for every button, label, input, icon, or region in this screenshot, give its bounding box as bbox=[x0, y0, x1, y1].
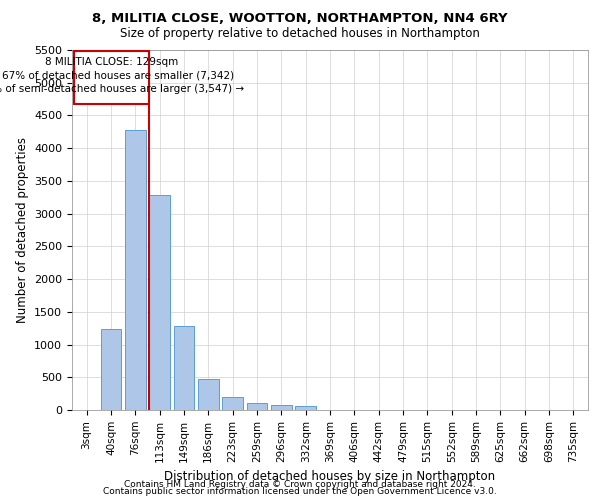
Bar bbox=[247, 404, 268, 410]
Bar bbox=[198, 378, 218, 410]
Bar bbox=[125, 130, 146, 410]
Text: 8, MILITIA CLOSE, WOOTTON, NORTHAMPTON, NN4 6RY: 8, MILITIA CLOSE, WOOTTON, NORTHAMPTON, … bbox=[92, 12, 508, 26]
Bar bbox=[173, 326, 194, 410]
Bar bbox=[271, 406, 292, 410]
Text: Contains public sector information licensed under the Open Government Licence v3: Contains public sector information licen… bbox=[103, 488, 497, 496]
Bar bbox=[149, 196, 170, 410]
X-axis label: Distribution of detached houses by size in Northampton: Distribution of detached houses by size … bbox=[164, 470, 496, 483]
Bar bbox=[295, 406, 316, 410]
Y-axis label: Number of detached properties: Number of detached properties bbox=[16, 137, 29, 323]
FancyBboxPatch shape bbox=[74, 52, 149, 104]
Text: Contains HM Land Registry data © Crown copyright and database right 2024.: Contains HM Land Registry data © Crown c… bbox=[124, 480, 476, 489]
Bar bbox=[222, 396, 243, 410]
Text: ← 67% of detached houses are smaller (7,342): ← 67% of detached houses are smaller (7,… bbox=[0, 70, 234, 80]
Bar bbox=[101, 330, 121, 410]
Text: Size of property relative to detached houses in Northampton: Size of property relative to detached ho… bbox=[120, 28, 480, 40]
Text: 8 MILITIA CLOSE: 129sqm: 8 MILITIA CLOSE: 129sqm bbox=[45, 56, 178, 66]
Text: 32% of semi-detached houses are larger (3,547) →: 32% of semi-detached houses are larger (… bbox=[0, 84, 244, 94]
